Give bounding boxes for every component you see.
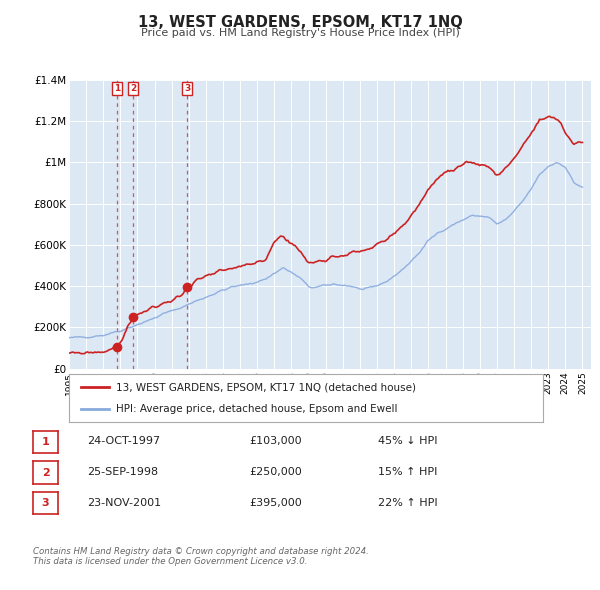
Text: £103,000: £103,000 — [249, 437, 302, 446]
Text: This data is licensed under the Open Government Licence v3.0.: This data is licensed under the Open Gov… — [33, 558, 308, 566]
Text: HPI: Average price, detached house, Epsom and Ewell: HPI: Average price, detached house, Epso… — [116, 404, 398, 414]
Text: 13, WEST GARDENS, EPSOM, KT17 1NQ (detached house): 13, WEST GARDENS, EPSOM, KT17 1NQ (detac… — [116, 382, 416, 392]
Text: £250,000: £250,000 — [249, 467, 302, 477]
Text: 2: 2 — [130, 84, 136, 93]
Text: 13, WEST GARDENS, EPSOM, KT17 1NQ: 13, WEST GARDENS, EPSOM, KT17 1NQ — [137, 15, 463, 30]
Text: 24-OCT-1997: 24-OCT-1997 — [87, 437, 160, 446]
Text: 1: 1 — [114, 84, 121, 93]
Text: £395,000: £395,000 — [249, 498, 302, 507]
Text: 25-SEP-1998: 25-SEP-1998 — [87, 467, 158, 477]
Text: Price paid vs. HM Land Registry's House Price Index (HPI): Price paid vs. HM Land Registry's House … — [140, 28, 460, 38]
Text: 45% ↓ HPI: 45% ↓ HPI — [378, 437, 437, 446]
Text: 2: 2 — [42, 468, 49, 477]
Text: 15% ↑ HPI: 15% ↑ HPI — [378, 467, 437, 477]
Text: 23-NOV-2001: 23-NOV-2001 — [87, 498, 161, 507]
Text: 22% ↑ HPI: 22% ↑ HPI — [378, 498, 437, 507]
Text: 3: 3 — [42, 499, 49, 508]
Text: Contains HM Land Registry data © Crown copyright and database right 2024.: Contains HM Land Registry data © Crown c… — [33, 548, 369, 556]
Text: 3: 3 — [184, 84, 190, 93]
Text: 1: 1 — [42, 437, 49, 447]
